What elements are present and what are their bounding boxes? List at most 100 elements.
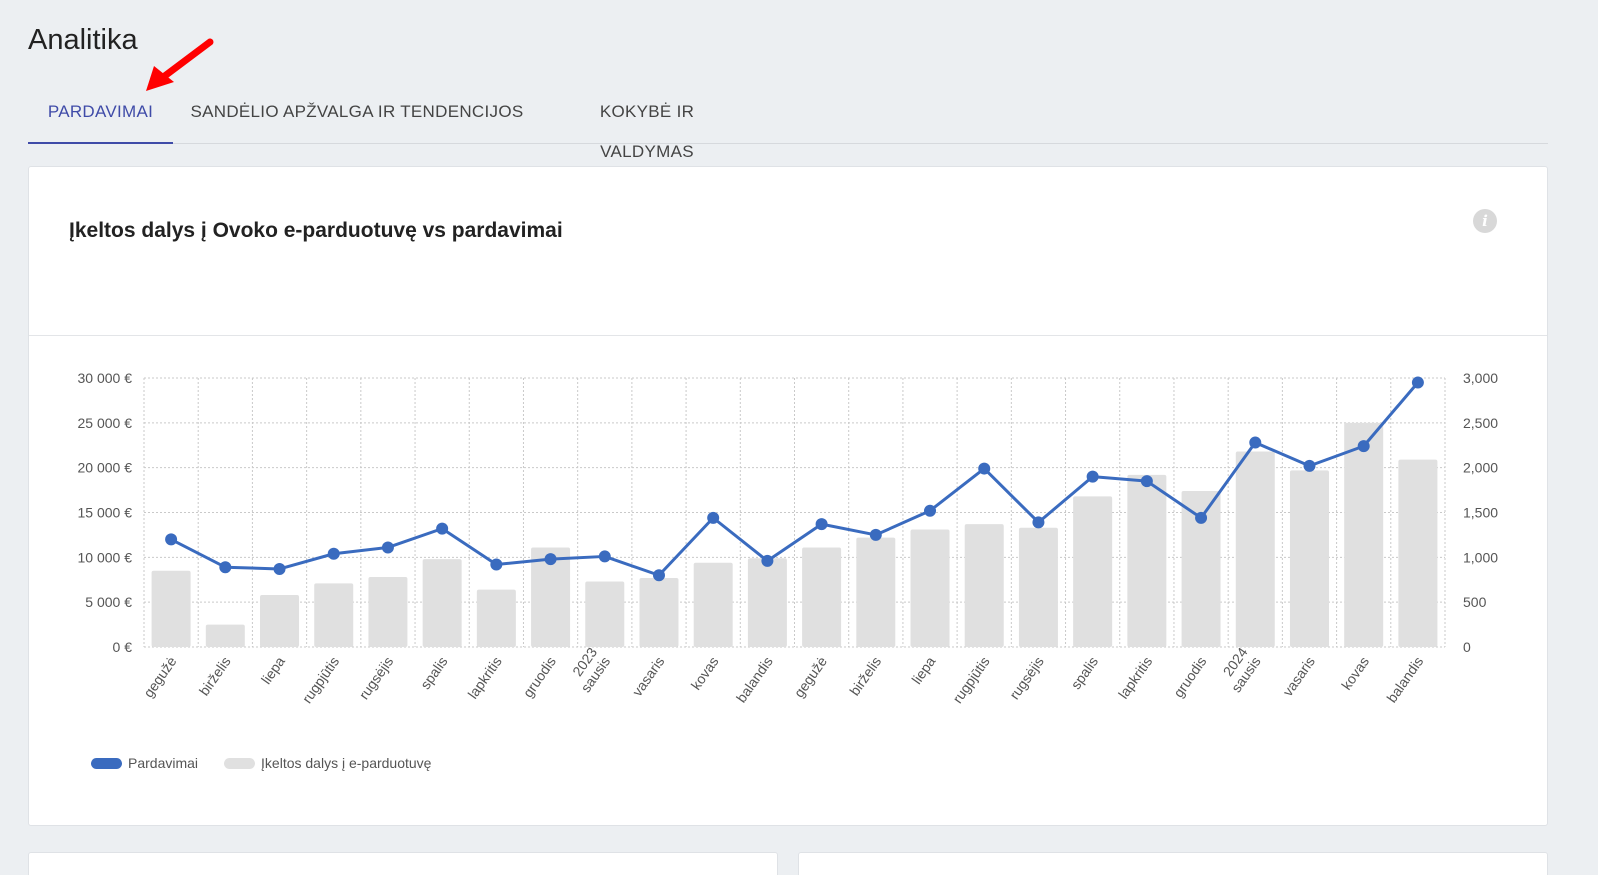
sales-point [1195, 511, 1208, 524]
x-tick-label-group: rugsėjis [1006, 654, 1047, 703]
x-tick-label-group: gruodis [520, 654, 559, 701]
chart-card-title: Įkeltos dalys į Ovoko e-parduotuvę vs pa… [69, 219, 563, 242]
tab-kokybe-valdymas[interactable]: KOKYBĖ IR VALDYMAS [599, 102, 695, 161]
x-tick-label-group: balandis [1383, 654, 1426, 706]
x-tick-label-group: vasaris [1279, 654, 1318, 700]
bar [1181, 490, 1221, 647]
x-tick-label: birželis [196, 654, 234, 699]
sales-point [815, 518, 828, 531]
tab-pardavimai[interactable]: PARDAVIMAI [28, 92, 173, 144]
sales-point [1032, 516, 1045, 529]
sales-point [381, 541, 394, 554]
chart-card: Įkeltos dalys į Ovoko e-parduotuvę vs pa… [28, 166, 1548, 826]
bar [910, 529, 950, 647]
x-tick-label: spalis [1067, 654, 1101, 693]
x-tick-label: gruodis [520, 654, 559, 701]
page-title: Analitika [28, 24, 138, 56]
legend-swatch-uploaded [224, 757, 256, 769]
bar [205, 624, 245, 647]
y-left-tick-label: 15 000 € [78, 505, 133, 521]
y-left-tick-label: 5 000 € [85, 594, 132, 610]
x-tick-label: balandis [1383, 654, 1426, 706]
x-tick-label: rugsėjis [356, 654, 397, 703]
bottom-card-left [28, 852, 778, 875]
sales-point [1411, 376, 1424, 389]
x-tick-label-group: birželis [846, 654, 884, 699]
bar [260, 594, 300, 647]
y-left-tick-label: 30 000 € [78, 370, 133, 386]
x-tick-label: lapkritis [1115, 654, 1155, 702]
sales-point [544, 553, 557, 566]
sales-point [1140, 475, 1153, 488]
x-tick-label-group: gegužė [791, 653, 831, 700]
sales-point [219, 561, 232, 574]
x-tick-label: rugpjūtis [949, 654, 992, 707]
sales-point [978, 462, 991, 475]
red-arrow-annotation [146, 38, 214, 91]
x-tick-label: kovas [688, 654, 722, 693]
x-tick-label: vasaris [1279, 654, 1318, 700]
sales-point [1249, 436, 1262, 449]
bar [1127, 474, 1167, 647]
x-tick-label-group: liepa [908, 653, 938, 687]
x-tick-label-group: rugpjūtis [299, 654, 342, 707]
bar [476, 589, 516, 647]
x-tick-label: birželis [846, 654, 884, 699]
sales-point [1303, 459, 1316, 472]
bar [585, 581, 625, 647]
x-tick-label-group: balandis [733, 654, 776, 706]
legend-item-uploaded[interactable]: Įkeltos dalys į e-parduotuvę [224, 755, 431, 771]
x-tick-label: liepa [908, 653, 938, 687]
x-tick-label-group: kovas [688, 654, 722, 693]
x-tick-label: gegužė [140, 653, 180, 700]
legend-item-sales[interactable]: Pardavimai [91, 755, 198, 771]
x-tick-label-group: vasaris [629, 654, 668, 700]
sales-point [436, 522, 449, 535]
y-left-tick-label: 10 000 € [78, 549, 133, 565]
x-tick-label: gegužė [791, 653, 831, 700]
x-tick-label: spalis [417, 654, 451, 693]
bar [1018, 527, 1058, 647]
x-tick-label-group: kovas [1338, 654, 1372, 693]
bar [1289, 470, 1329, 647]
bar [964, 524, 1004, 647]
x-tick-label: kovas [1338, 654, 1372, 693]
legend-label-sales: Pardavimai [128, 755, 199, 771]
y-right-tick-label: 2,000 [1463, 460, 1498, 476]
bar [1235, 451, 1275, 647]
bar [639, 577, 679, 647]
x-tick-label: gruodis [1170, 654, 1209, 701]
x-tick-label-group: gegužė [140, 653, 180, 700]
bar [531, 547, 571, 647]
x-tick-label-group: birželis [196, 654, 234, 699]
sales-point [598, 550, 611, 563]
y-left-tick-label: 25 000 € [78, 415, 133, 431]
sales-point [1357, 440, 1370, 453]
x-tick-label: balandis [733, 654, 776, 706]
x-tick-label: vasaris [629, 654, 668, 700]
sales-point [165, 533, 178, 546]
bar [693, 562, 733, 647]
bar [368, 577, 408, 647]
legend-swatch-sales [91, 757, 122, 769]
sales-point [707, 511, 720, 524]
x-tick-label-group: liepa [258, 653, 288, 687]
x-tick-label-group: spalis [417, 654, 451, 693]
x-tick-label-group: rugsėjis [356, 654, 397, 703]
tab-sandelio-apzvalga[interactable]: SANDĖLIO APŽVALGA IR TENDENCIJOS [190, 102, 524, 121]
y-right-tick-label: 3,000 [1463, 370, 1498, 386]
bar [1073, 496, 1113, 647]
bar [1344, 422, 1384, 647]
y-right-tick-label: 500 [1463, 594, 1487, 610]
x-tick-label-group: rugpjūtis [949, 654, 992, 707]
x-tick-label: lapkritis [464, 654, 504, 702]
bottom-card-right [798, 852, 1548, 875]
sales-line [170, 381, 1420, 577]
info-icon[interactable]: i [1473, 209, 1497, 233]
y-right-tick-label: 0 [1463, 639, 1471, 655]
sales-point [924, 504, 937, 517]
chart-legend: Pardavimai Įkeltos dalys į e-parduotuvę [91, 755, 457, 771]
sales-point [652, 569, 665, 582]
